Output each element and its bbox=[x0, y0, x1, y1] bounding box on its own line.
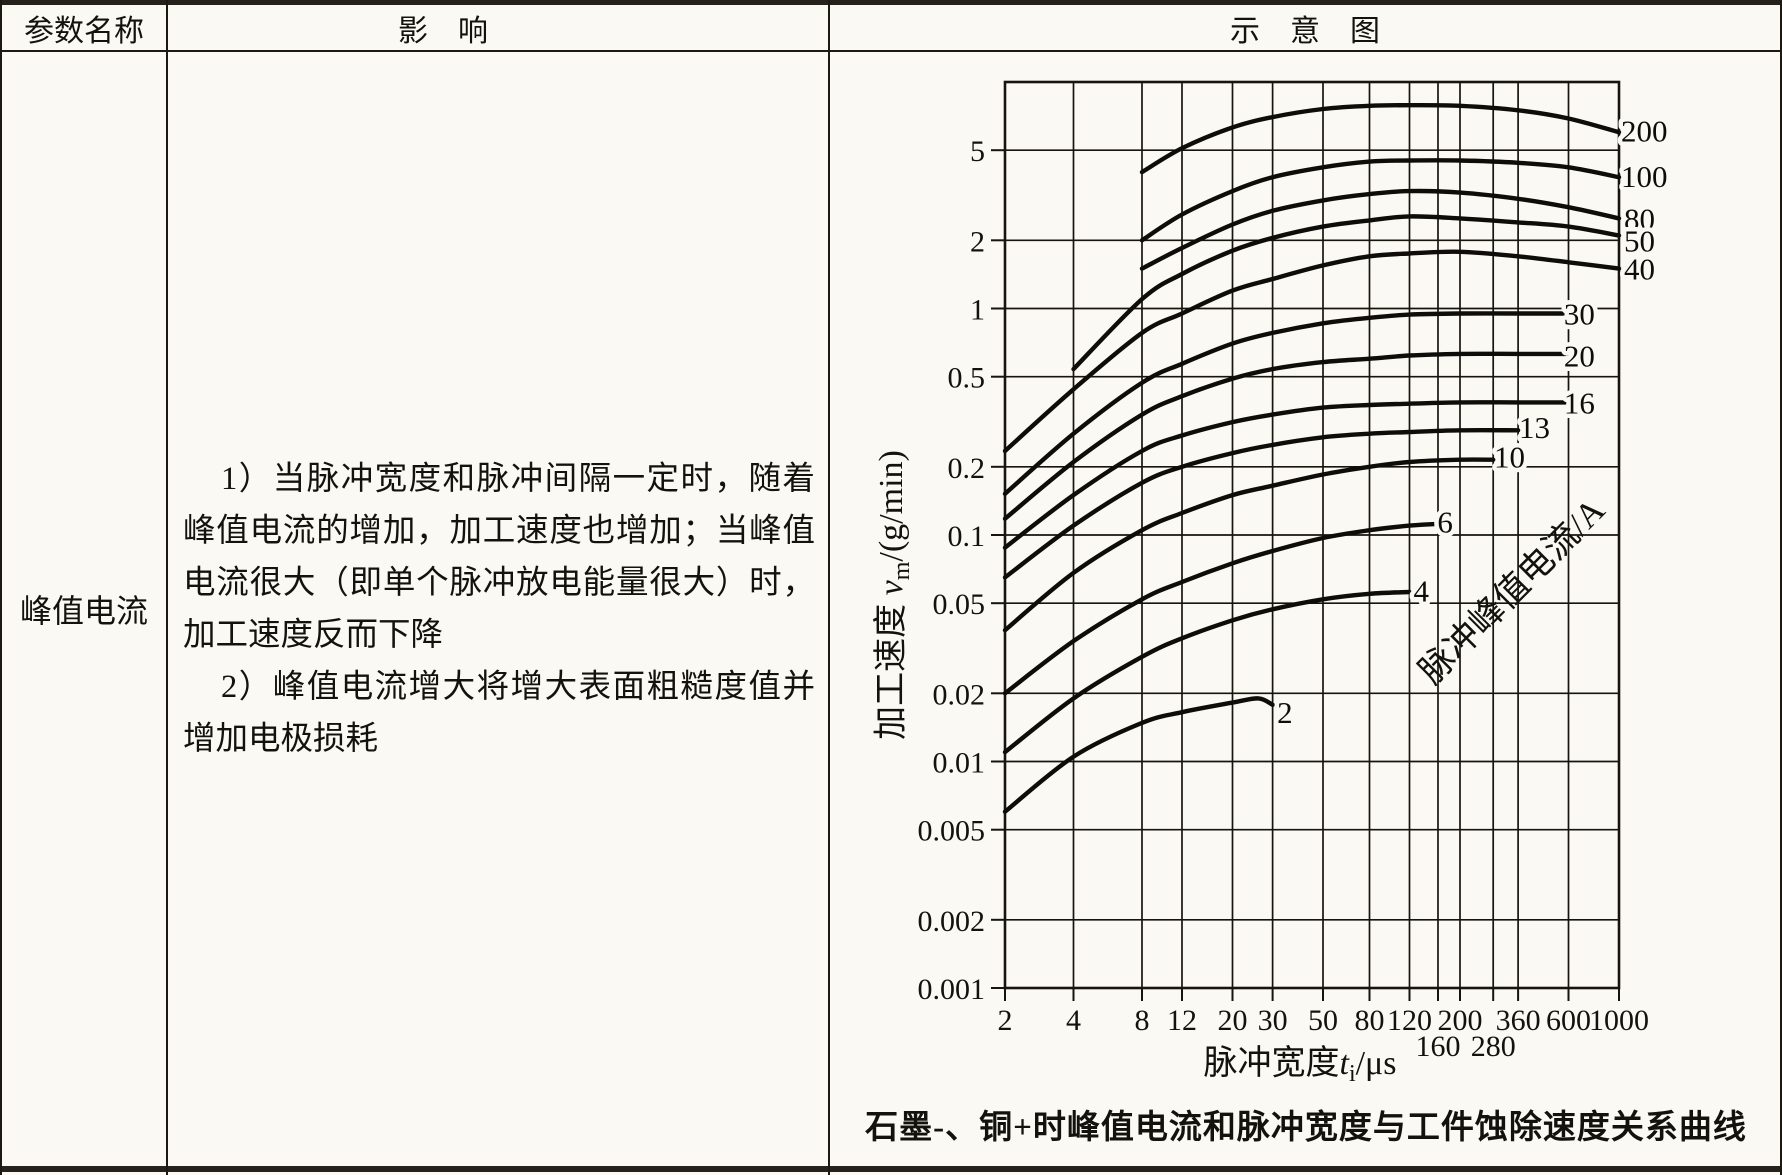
curve-label-16: 16 bbox=[1564, 385, 1595, 420]
y-tick-label: 0.05 bbox=[933, 588, 986, 621]
curve-20 bbox=[1002, 351, 1568, 521]
header-label-influence: 影 响 bbox=[398, 14, 488, 48]
curve-label-4: 4 bbox=[1413, 573, 1429, 608]
curve-label-10: 10 bbox=[1494, 440, 1525, 475]
table-top-border bbox=[0, 0, 1782, 5]
curve-label-200: 200 bbox=[1621, 114, 1668, 149]
influence-paragraph-1: 1）当脉冲宽度和脉冲间隔一定时，随着峰值电流的增加，加工速度也增加；当峰值电流很… bbox=[183, 461, 815, 653]
x-tick-label: 12 bbox=[1167, 1004, 1197, 1037]
table-left-border bbox=[0, 0, 2, 1175]
x-tick-label: 120 bbox=[1387, 1004, 1432, 1037]
grid bbox=[1004, 81, 1620, 989]
x-tick-label: 8 bbox=[1135, 1004, 1150, 1037]
x-tick-label: 360 bbox=[1496, 1004, 1541, 1037]
curve-label-50: 50 bbox=[1624, 223, 1655, 258]
column-divider-2 bbox=[828, 0, 830, 1175]
y-tick-label: 2 bbox=[970, 225, 985, 258]
x-tick-label: 200 bbox=[1438, 1004, 1483, 1037]
x-tick-label: 80 bbox=[1355, 1004, 1385, 1037]
x-tick-label: 30 bbox=[1258, 1004, 1288, 1037]
x-axis-title: 脉冲宽度ti/μs bbox=[1203, 1044, 1396, 1087]
schematic-cell: 5 2 1 0.5 0.2 0.1 0.05 0.02 0.01 0.005 0.002 0.001 2… bbox=[830, 50, 1782, 1166]
x-tick-label: 50 bbox=[1308, 1004, 1338, 1037]
curve-label-6: 6 bbox=[1437, 504, 1453, 539]
curve-2 bbox=[1002, 696, 1275, 814]
curve-4 bbox=[1002, 589, 1412, 755]
curve-label-40: 40 bbox=[1624, 252, 1655, 287]
curve-10 bbox=[1002, 457, 1496, 633]
y-tick-label: 0.005 bbox=[918, 815, 986, 848]
y-tick-label: 0.01 bbox=[933, 747, 986, 780]
curve-label-20: 20 bbox=[1564, 339, 1595, 374]
y-tick-label: 0.1 bbox=[948, 520, 986, 553]
curve-80 bbox=[1139, 188, 1622, 271]
header-cell-parameter-name: 参数名称 bbox=[2, 5, 166, 50]
curves bbox=[1002, 102, 1622, 814]
curve-13 bbox=[1002, 427, 1521, 580]
column-divider-1 bbox=[166, 0, 168, 1175]
curve-50 bbox=[1071, 214, 1622, 372]
curve-40 bbox=[1002, 249, 1622, 454]
y-tick-label: 0.001 bbox=[918, 973, 986, 1006]
y-tick-label: 1 bbox=[970, 294, 985, 327]
x-tick-label: 2 bbox=[998, 1004, 1013, 1037]
x-tick-label: 4 bbox=[1066, 1004, 1081, 1037]
header-cell-influence: 影 响 bbox=[168, 5, 828, 50]
y-axis-title: 加工速度 vm/(g/min) bbox=[872, 450, 915, 740]
header-label-parameter-name: 参数名称 bbox=[24, 14, 144, 48]
curve-label-2: 2 bbox=[1277, 695, 1293, 730]
curve-label-80: 80 bbox=[1624, 201, 1655, 236]
curve-16 bbox=[1002, 400, 1568, 550]
y-tick-label: 5 bbox=[970, 135, 985, 168]
y-tick-label: 0.02 bbox=[933, 678, 986, 711]
parameter-name-cell: 峰值电流 bbox=[2, 52, 166, 1166]
table-right-border bbox=[1780, 0, 1782, 1175]
y-tick-label: 0.5 bbox=[948, 362, 986, 395]
curve-200 bbox=[1139, 102, 1622, 175]
influence-cell: 1）当脉冲宽度和脉冲间隔一定时，随着峰值电流的增加，加工速度也增加；当峰值电流很… bbox=[183, 52, 815, 1166]
tick-labels: 5 2 1 0.5 0.2 0.1 0.05 0.02 0.01 0.005 0.002 0.001 2… bbox=[918, 135, 1650, 1063]
parameter-name-text: 峰值电流 bbox=[19, 593, 148, 629]
x-tick-label: 600 bbox=[1546, 1004, 1591, 1037]
y-tick-label: 0.2 bbox=[948, 452, 986, 485]
curve-100 bbox=[1139, 158, 1622, 243]
curve-label-30: 30 bbox=[1564, 297, 1595, 332]
machining-speed-vs-pulse-width-chart: 5 2 1 0.5 0.2 0.1 0.05 0.02 0.01 0.005 0.002 0.001 2… bbox=[872, 80, 1672, 1087]
curve-30 bbox=[1002, 311, 1568, 496]
curve-label-13: 13 bbox=[1519, 410, 1550, 445]
axis-ticks bbox=[991, 149, 1620, 1001]
header-divider bbox=[0, 50, 1782, 52]
x-tick-label: 1000 bbox=[1589, 1004, 1649, 1037]
curve-label-100: 100 bbox=[1621, 159, 1668, 194]
table-bottom-border bbox=[0, 1166, 1782, 1172]
x-tick-label-row2: 280 bbox=[1471, 1030, 1516, 1063]
header-cell-schematic: 示 意 图 bbox=[830, 5, 1780, 50]
x-tick-label-row2: 160 bbox=[1416, 1030, 1461, 1063]
influence-paragraph-2: 2）峰值电流增大将增大表面粗糙度值并增加电极损耗 bbox=[183, 669, 815, 757]
x-tick-label: 20 bbox=[1218, 1004, 1248, 1037]
header-label-schematic: 示 意 图 bbox=[1230, 14, 1380, 48]
y-tick-label: 0.002 bbox=[918, 905, 986, 938]
curve-6 bbox=[1002, 521, 1441, 696]
chart-caption: 石墨-、铜+时峰值电流和脉冲宽度与工件蚀除速度关系曲线 bbox=[865, 1110, 1747, 1146]
